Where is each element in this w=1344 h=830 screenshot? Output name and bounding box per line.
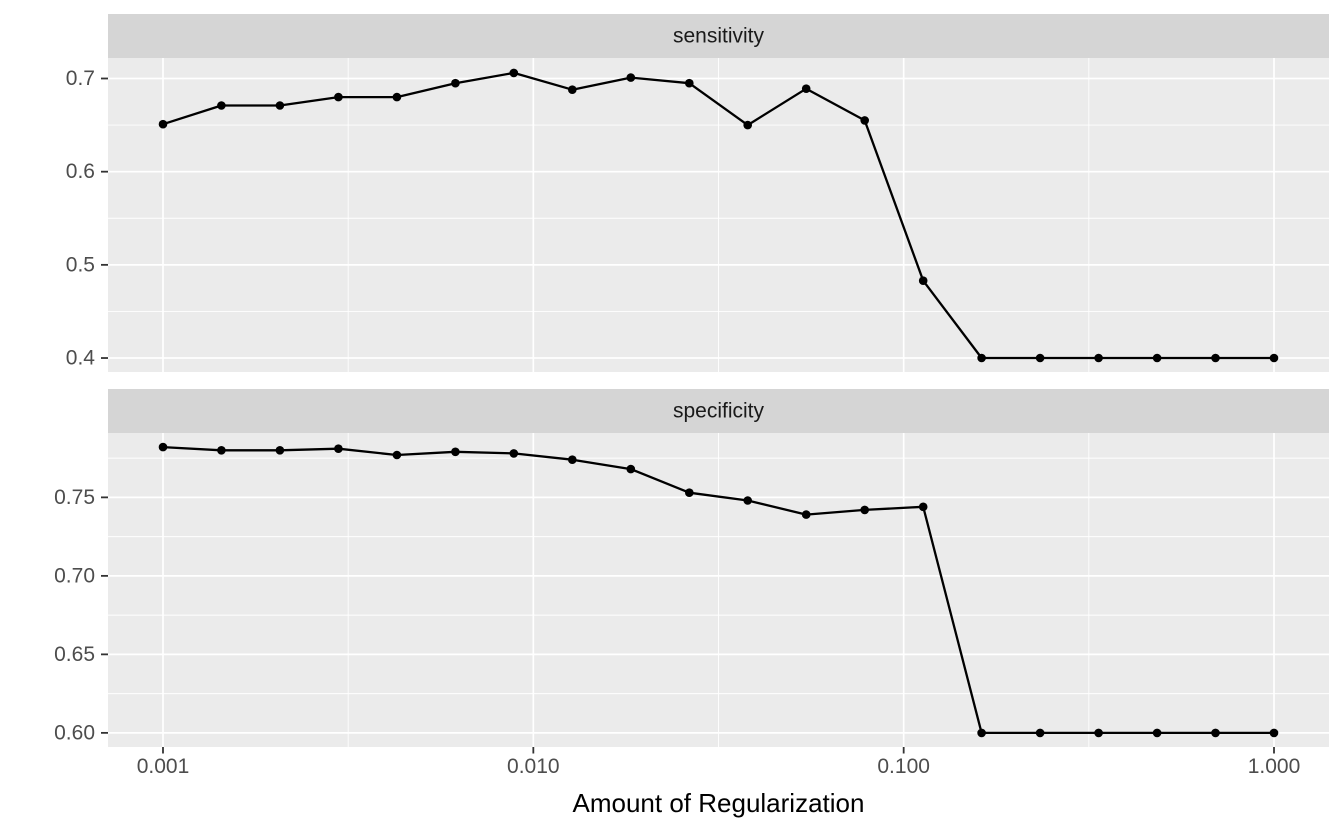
y-axis-tick-label: 0.4 [66, 347, 96, 370]
data-point-specificity [334, 444, 343, 454]
facet-strip-label: specificity [673, 400, 765, 423]
data-point-specificity [275, 446, 285, 455]
data-point-sensitivity [1152, 353, 1162, 363]
data-point-specificity [1152, 728, 1162, 738]
data-point-sensitivity [158, 119, 168, 129]
x-axis-tick-label: 0.010 [507, 755, 560, 778]
data-point-sensitivity [334, 92, 343, 102]
y-axis-tick-label: 0.70 [54, 564, 95, 587]
data-point-sensitivity [685, 78, 694, 88]
y-axis-tick-label: 0.5 [66, 253, 95, 276]
data-point-specificity [1269, 728, 1279, 738]
data-point-sensitivity [801, 84, 811, 93]
data-point-sensitivity [1094, 353, 1103, 363]
data-point-specificity [1211, 728, 1220, 738]
y-axis-tick-label: 0.6 [66, 160, 95, 183]
data-point-specificity [1035, 728, 1045, 738]
facet-sensitivity: sensitivity 0.4 0.5 0.6 0.7 [66, 14, 1329, 372]
y-axis-tick-label: 0.65 [54, 643, 95, 666]
data-point-specificity [1094, 728, 1103, 738]
x-axis-tick-label: 0.001 [137, 755, 190, 778]
y-axis-tick-label: 0.7 [66, 67, 95, 90]
data-point-sensitivity [977, 353, 986, 363]
data-point-sensitivity [392, 92, 402, 102]
x-axis: 0.001 0.010 0.100 1.000 [137, 747, 1301, 778]
data-point-specificity [392, 450, 402, 460]
data-point-specificity [977, 728, 986, 738]
data-point-sensitivity [451, 78, 460, 88]
facet-specificity: specificity 0.60 0.65 0.70 0.75 [54, 389, 1329, 747]
data-point-specificity [509, 449, 519, 458]
x-axis-tick-label: 1.000 [1248, 755, 1301, 778]
data-point-sensitivity [918, 276, 928, 286]
data-point-specificity [801, 510, 811, 519]
data-point-sensitivity [1035, 353, 1045, 363]
data-point-sensitivity [743, 120, 752, 130]
data-point-specificity [918, 502, 928, 512]
data-point-specificity [743, 496, 752, 505]
data-point-sensitivity [275, 101, 285, 110]
data-point-sensitivity [626, 73, 636, 82]
data-point-sensitivity [860, 116, 869, 125]
series-line-specificity [162, 445, 1274, 735]
data-point-specificity [451, 447, 460, 457]
series-line-sensitivity [162, 71, 1274, 360]
y-axis-tick-label: 0.75 [54, 486, 95, 509]
data-point-specificity [568, 455, 577, 465]
data-point-sensitivity [568, 85, 577, 94]
data-point-specificity [158, 442, 168, 452]
y-axis-tick-label: 0.60 [54, 721, 95, 744]
data-point-specificity [626, 464, 636, 474]
facet-strip [108, 14, 1329, 58]
data-point-sensitivity [509, 68, 519, 78]
data-point-specificity [217, 446, 226, 455]
x-axis-tick-label: 0.100 [877, 755, 930, 778]
x-axis-title: Amount of Regularization [573, 788, 865, 818]
data-point-specificity [685, 488, 694, 498]
data-point-sensitivity [1269, 353, 1279, 363]
data-point-sensitivity [1211, 353, 1220, 363]
facet-strip-label: sensitivity [673, 25, 765, 48]
data-point-specificity [860, 505, 869, 515]
data-point-sensitivity [217, 101, 226, 110]
facet-strip [108, 389, 1329, 433]
